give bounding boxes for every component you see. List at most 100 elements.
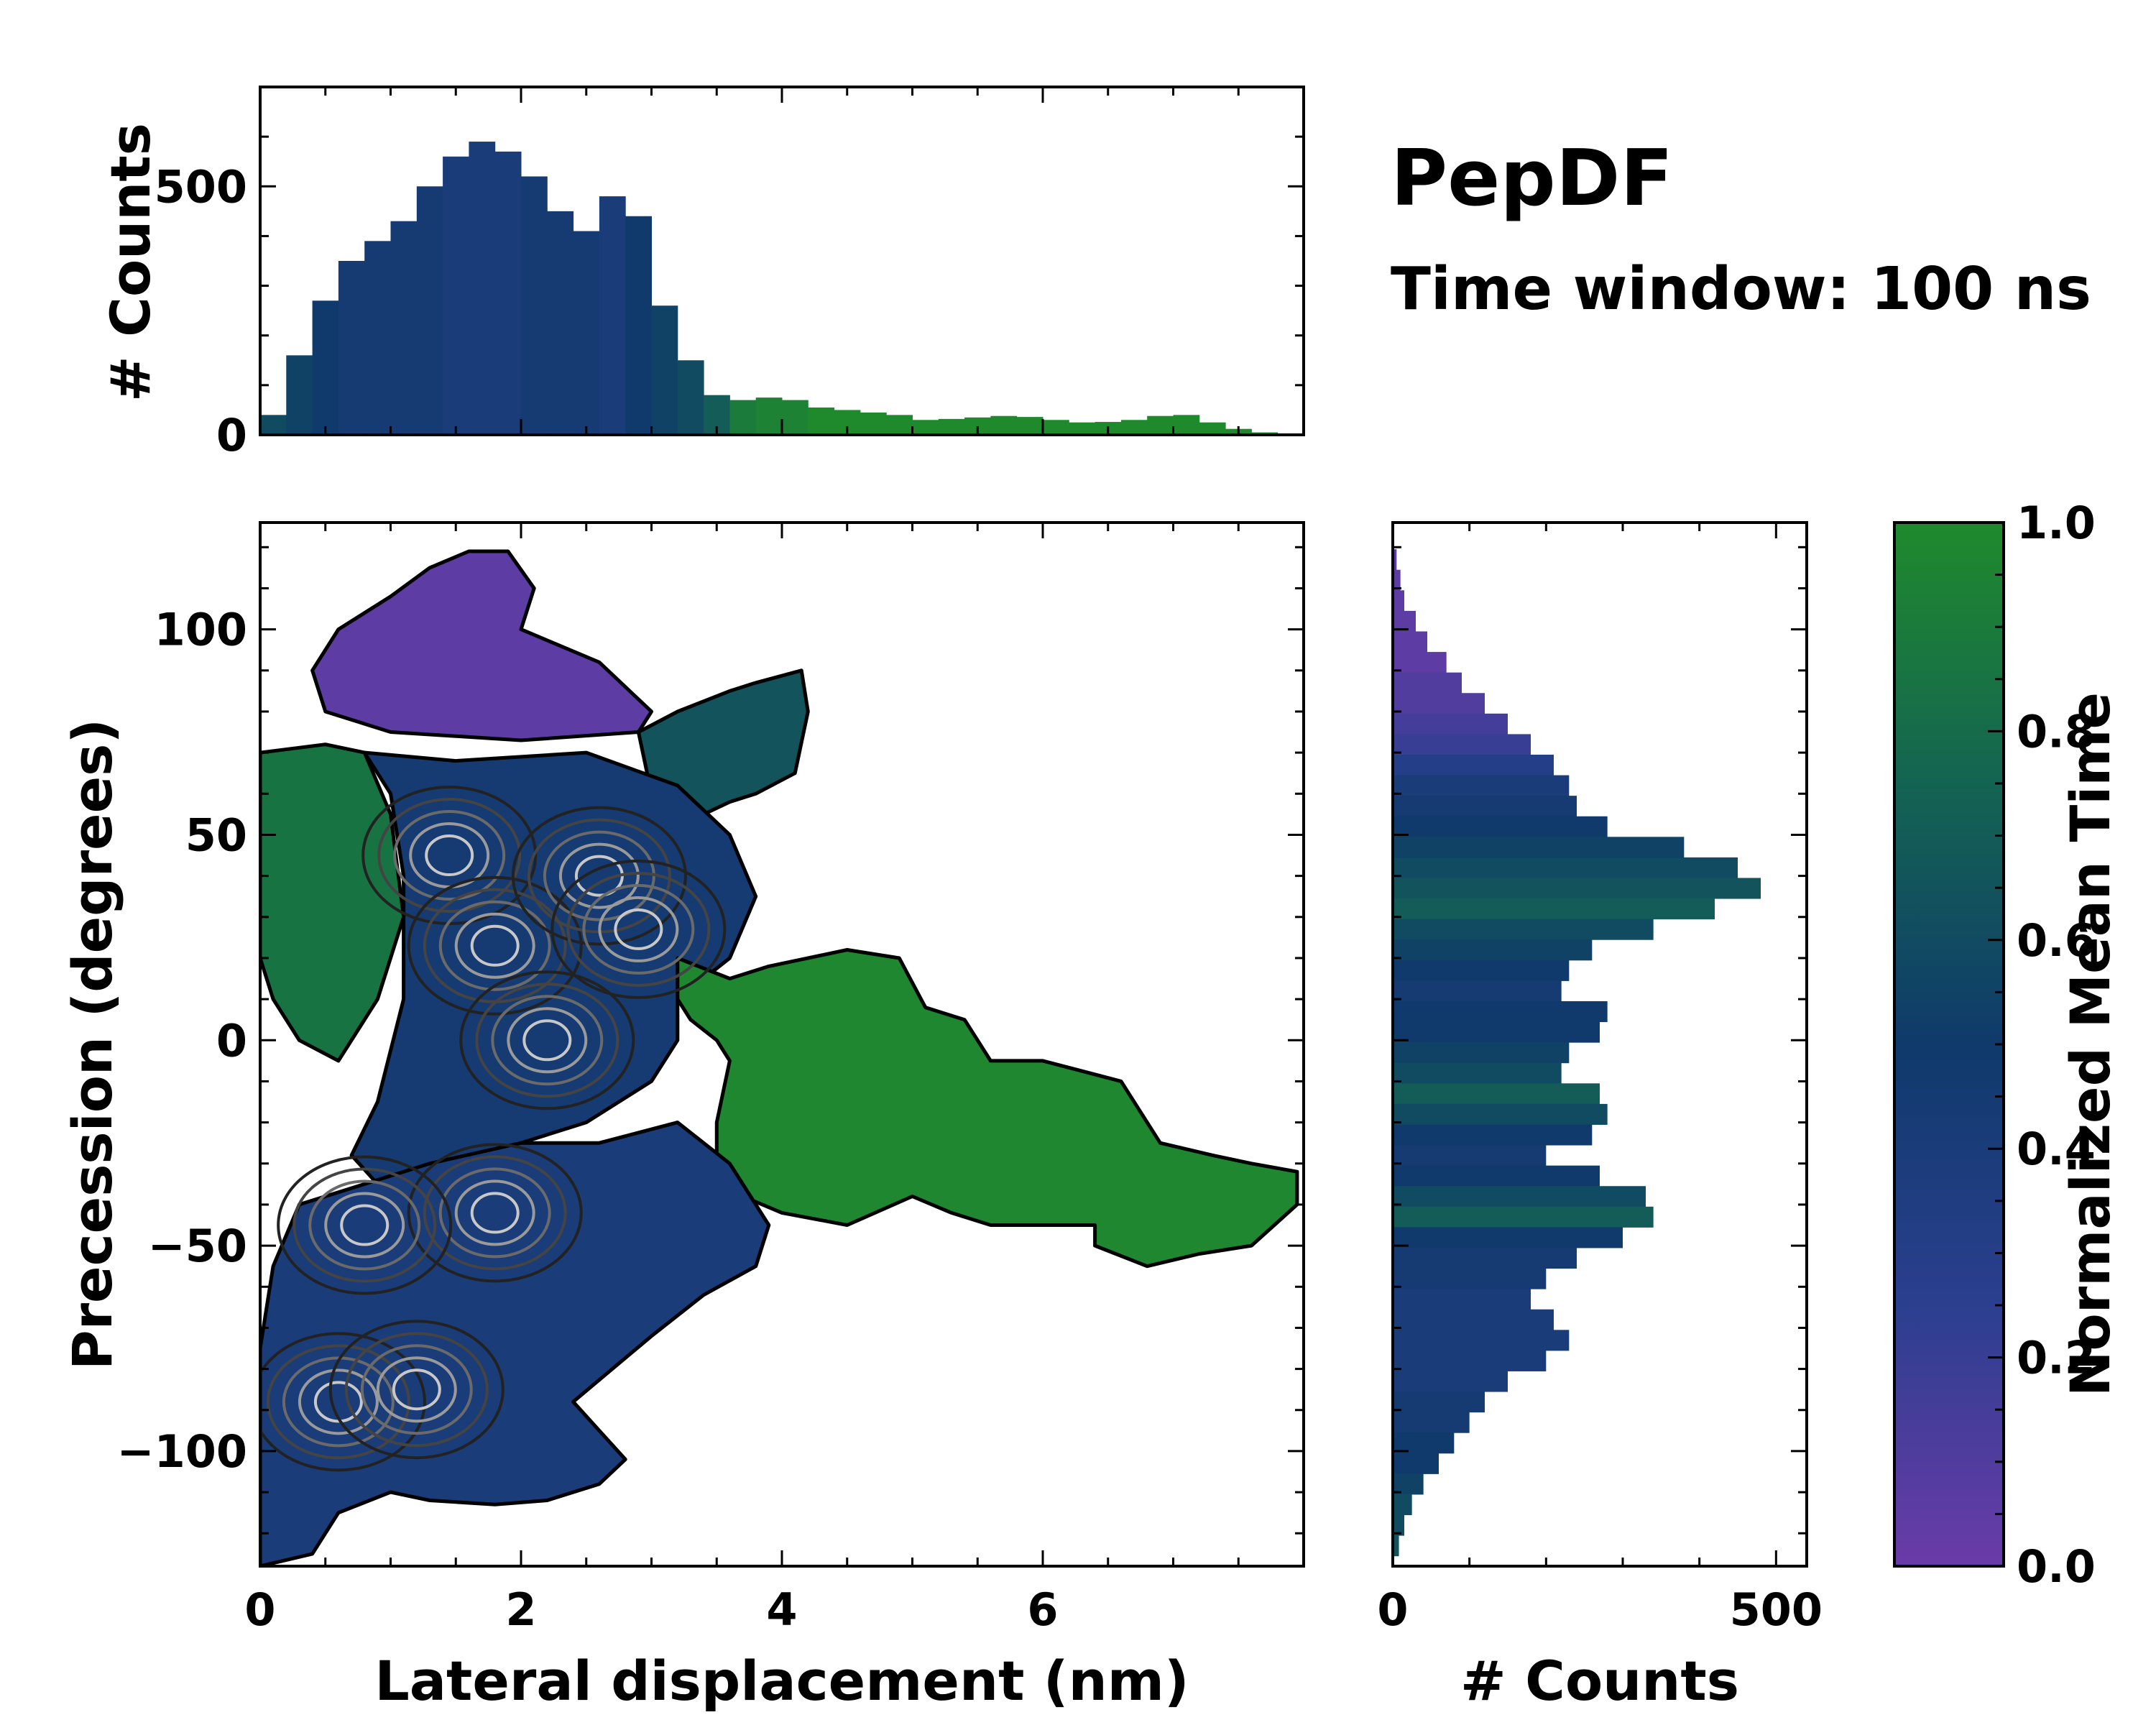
contour-line <box>550 859 727 999</box>
top-histogram: 0 500 # Counts <box>98 86 1305 461</box>
main-x-tick-label: 4 <box>766 1583 797 1636</box>
top-hist-bar <box>286 355 313 435</box>
top-hist-bar <box>755 397 783 435</box>
right-hist-bar <box>1393 1392 1485 1413</box>
top-hist-bar <box>808 407 835 435</box>
right-hist-bar <box>1393 1165 1600 1187</box>
colorbar-tick-label: 0.6 <box>2017 914 2096 967</box>
right-hist-bar <box>1393 1371 1508 1392</box>
colorbar-tick-label: 0.0 <box>2017 1540 2096 1593</box>
contour-line <box>425 834 474 877</box>
top-hist-bar <box>573 231 600 435</box>
contour-line <box>407 1143 583 1283</box>
contour-line <box>376 1356 457 1423</box>
top-hist-bar <box>416 186 443 435</box>
right-hist-bar <box>1393 960 1570 981</box>
contour-line <box>614 908 663 950</box>
contour-line <box>340 1204 390 1246</box>
colorbar-tick-label: 0.8 <box>2017 705 2096 758</box>
main-y-tick-label: 100 <box>155 604 247 656</box>
contour-line <box>475 983 619 1098</box>
right-hist-bar <box>1393 837 1685 858</box>
figure-subtitle: Time window: 100 ns <box>1391 255 2091 323</box>
top-hist-bar <box>1016 417 1044 435</box>
right-hist-bar <box>1393 898 1715 920</box>
right-hist-bar <box>1393 569 1401 591</box>
right-hist-bar <box>1393 1145 1547 1167</box>
top-hist-bar <box>625 216 652 435</box>
top-hist-bar <box>1120 420 1148 435</box>
right-hist-bar <box>1393 1021 1600 1043</box>
colorbar-tick-label: 1.0 <box>2017 497 2096 549</box>
top-hist-bar <box>364 241 391 435</box>
figure-title: PepDF <box>1391 134 1673 224</box>
contour-line <box>393 810 506 901</box>
right-hist-bar <box>1393 1206 1654 1228</box>
right-hist-bar <box>1393 549 1397 571</box>
top-hist-bar <box>729 400 757 435</box>
main-heatmap-ylabel: Precession (degrees) <box>60 719 124 1370</box>
right-hist-bar <box>1393 1535 1399 1557</box>
top-hist-bar <box>1043 420 1069 435</box>
right-hist-bar <box>1393 1042 1570 1064</box>
contour-line <box>282 1356 395 1448</box>
colorbar-tick-label: 0.4 <box>2017 1123 2096 1175</box>
top-hist-bar <box>912 420 939 435</box>
top-hist-bar <box>938 418 965 435</box>
top-hist-bar <box>547 211 574 435</box>
colorbar-tick-label: 0.2 <box>2017 1332 2096 1384</box>
contour-line <box>266 1344 410 1460</box>
right-hist-bar <box>1393 1062 1562 1084</box>
contour-line <box>260 1332 426 1472</box>
heatmap-region-green-left-strip <box>260 742 406 1063</box>
right-hist-bar <box>1393 1309 1554 1330</box>
colorbar-label: Normalized Mean Time <box>2058 692 2122 1397</box>
top-hist-bar <box>338 261 365 435</box>
contour-line <box>377 798 522 914</box>
right-hist-bar <box>1393 713 1508 735</box>
right-hist-bar <box>1393 1000 1608 1023</box>
right-hist-bar <box>1393 878 1761 899</box>
top-hist-bar <box>599 196 626 435</box>
contour-line <box>407 875 583 1016</box>
contour-line <box>566 871 711 987</box>
right-hist-bar <box>1393 734 1531 755</box>
contour-line <box>423 1155 567 1271</box>
right-hist-bar <box>1393 919 1654 940</box>
right-hist-bar <box>1393 1227 1623 1248</box>
colorbar-ticks: 0.0 0.2 0.4 0.6 0.8 1.0 <box>1988 497 2096 1593</box>
contour-line <box>507 1007 588 1074</box>
contour-line <box>344 1332 489 1448</box>
main-heatmap-ticks: 0 2 4 6 100 50 0 −50 −100 <box>117 523 1305 1636</box>
contour-line <box>438 900 551 991</box>
heatmap-regions <box>260 549 1299 1566</box>
top-hist-bar <box>1173 415 1200 435</box>
right-histogram: 0 500 # Counts <box>1377 521 1823 1713</box>
heatmap-contours <box>260 786 727 1472</box>
contour-line <box>328 1320 505 1460</box>
right-histogram-bars <box>1393 549 1761 1557</box>
top-hist-bar <box>521 176 548 435</box>
top-hist-bar <box>677 360 704 435</box>
heatmap-region-lower-blue-lobe <box>260 1121 771 1566</box>
top-hist-bar <box>1069 422 1096 435</box>
contour-line <box>313 1381 363 1423</box>
right-hist-bar <box>1393 816 1608 837</box>
contour-line <box>511 806 687 946</box>
contour-line <box>491 995 604 1086</box>
right-hist-bar <box>1393 1103 1608 1125</box>
right-hist-bar <box>1393 857 1738 878</box>
top-hist-bar <box>782 400 808 435</box>
contour-line <box>277 1155 453 1295</box>
main-x-tick-label: 6 <box>1027 1583 1058 1636</box>
right-hist-bar <box>1393 693 1485 714</box>
right-hist-bar <box>1393 1124 1593 1146</box>
top-hist-bar <box>260 415 287 435</box>
contour-line <box>308 1179 421 1271</box>
top-y-tick-label: 500 <box>155 160 247 213</box>
contour-line <box>324 1192 405 1259</box>
top-histogram-ticks: 0 500 <box>155 86 1305 461</box>
contour-line <box>454 1179 535 1246</box>
top-hist-bar <box>312 300 339 435</box>
